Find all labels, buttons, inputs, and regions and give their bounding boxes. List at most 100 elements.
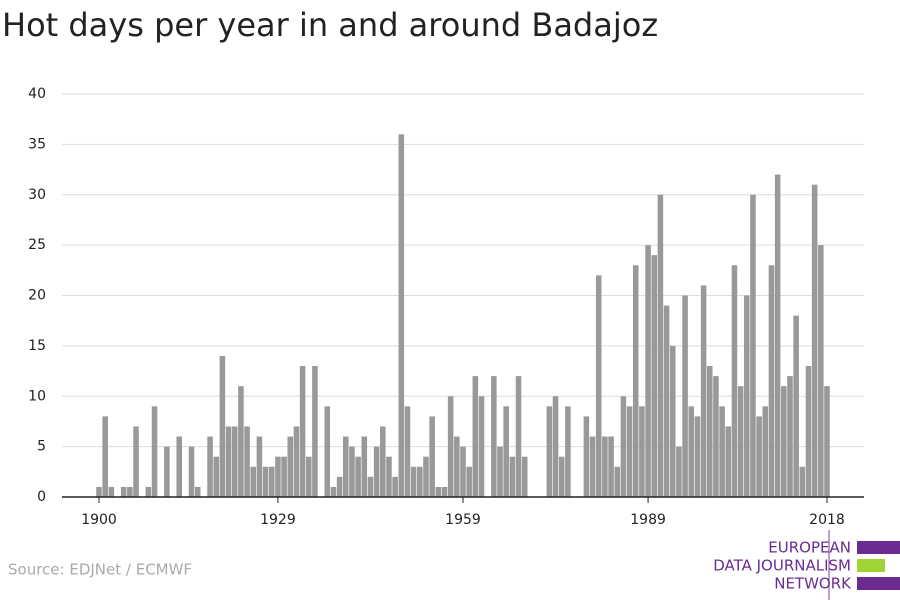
bar	[639, 406, 645, 497]
bar	[268, 466, 275, 497]
bar	[626, 406, 633, 497]
bar	[108, 486, 115, 497]
bar	[768, 265, 775, 497]
bar	[207, 436, 213, 497]
x-tick-label: 1929	[260, 512, 296, 528]
bar	[330, 486, 337, 497]
bar	[250, 466, 257, 497]
bar	[756, 416, 762, 497]
bar	[595, 275, 602, 497]
x-tick-label: 1959	[445, 512, 481, 528]
bar	[244, 426, 250, 497]
y-tick-label: 15	[28, 338, 46, 354]
bar	[435, 486, 442, 497]
bar	[744, 295, 750, 497]
y-tick-label: 30	[28, 187, 46, 203]
x-tick-label: 1900	[81, 512, 117, 528]
bar	[583, 416, 590, 497]
bar	[737, 386, 744, 497]
bar	[589, 436, 596, 497]
bar	[423, 456, 429, 497]
bar	[719, 406, 725, 497]
bar	[404, 406, 411, 497]
y-tick-label: 5	[37, 439, 46, 455]
bar	[682, 295, 688, 497]
bar	[614, 466, 621, 497]
source: Source: EDJNet / ECMWF	[8, 561, 192, 579]
bar	[774, 174, 781, 497]
bar	[725, 426, 732, 497]
bar	[305, 456, 312, 497]
bar	[503, 406, 509, 497]
bar	[361, 436, 368, 497]
bar	[188, 446, 195, 497]
bar	[657, 194, 664, 497]
bar	[824, 386, 830, 497]
logo-text: NETWORK	[774, 575, 852, 593]
y-tick-label: 40	[28, 86, 46, 102]
bar	[176, 436, 182, 497]
bar	[799, 466, 806, 497]
bar	[731, 265, 738, 497]
bar	[410, 466, 417, 497]
bar	[262, 466, 269, 497]
bar	[651, 255, 658, 497]
bar	[750, 194, 756, 497]
bar	[472, 376, 479, 497]
bar	[466, 466, 472, 497]
logo-bar	[857, 541, 900, 554]
bar	[762, 406, 769, 497]
bar	[392, 476, 398, 497]
chart-title: Hot days per year in and around Badajoz	[2, 6, 658, 44]
bar	[632, 265, 639, 497]
bar	[515, 376, 522, 497]
bar	[478, 396, 485, 497]
bar	[213, 456, 220, 497]
bar	[669, 345, 676, 497]
y-tick-label: 25	[28, 237, 46, 253]
bar	[145, 486, 152, 497]
bar	[256, 436, 263, 497]
bar	[793, 315, 799, 497]
bar	[602, 436, 608, 497]
bar	[509, 456, 516, 497]
bar	[373, 446, 380, 497]
bar	[558, 456, 565, 497]
x-tick-label: 2018	[809, 512, 845, 528]
bar	[565, 406, 571, 497]
bar	[811, 184, 818, 498]
bar	[497, 446, 503, 497]
bar	[447, 396, 454, 497]
bar	[96, 486, 102, 497]
bar	[343, 436, 349, 497]
bar	[367, 476, 374, 497]
bar	[133, 426, 139, 497]
logo-text: DATA JOURNALISM	[713, 557, 851, 575]
bar	[299, 366, 306, 497]
bar	[380, 426, 386, 497]
bar	[194, 486, 201, 497]
logo-text: EUROPEAN	[768, 539, 851, 557]
bar	[417, 466, 423, 497]
bar	[620, 396, 627, 497]
bar	[386, 456, 392, 497]
bar	[127, 486, 133, 497]
bar	[324, 406, 331, 497]
bar	[460, 446, 466, 497]
bar	[349, 446, 355, 497]
bar	[552, 396, 559, 497]
bar	[706, 366, 713, 497]
bar	[151, 406, 158, 497]
bar	[312, 366, 318, 497]
bar	[694, 416, 701, 497]
logo-bar	[857, 559, 885, 572]
bar	[700, 285, 707, 497]
logo-bar	[857, 577, 900, 590]
bar	[546, 406, 553, 497]
bar	[219, 355, 226, 497]
bar	[398, 134, 405, 498]
bar	[441, 486, 448, 497]
bar	[102, 416, 108, 497]
bar	[676, 446, 682, 497]
